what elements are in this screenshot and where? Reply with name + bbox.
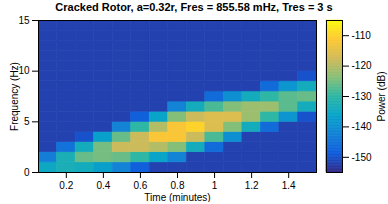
svg-text:1.4: 1.4 — [282, 180, 296, 191]
svg-text:0.8: 0.8 — [171, 180, 185, 191]
svg-text:Time (minutes): Time (minutes) — [144, 192, 210, 203]
svg-text:Frequency (Hz): Frequency (Hz) — [9, 62, 20, 131]
svg-text:0: 0 — [24, 167, 30, 178]
svg-text:1: 1 — [212, 180, 218, 191]
svg-text:Power (dB): Power (dB) — [376, 71, 387, 121]
svg-text:0.6: 0.6 — [133, 180, 147, 191]
svg-text:-120: -120 — [352, 60, 372, 71]
svg-text:15: 15 — [18, 15, 30, 26]
svg-text:-150: -150 — [352, 152, 372, 163]
svg-text:5: 5 — [24, 116, 30, 127]
svg-text:10: 10 — [18, 65, 30, 76]
svg-text:0.4: 0.4 — [96, 180, 110, 191]
svg-text:1.2: 1.2 — [245, 180, 259, 191]
svg-text:-130: -130 — [352, 91, 372, 102]
html-text:Cracked Rotor, a=0.32r, Fres =: Cracked Rotor, a=0.32r, Fres = 855.58 mH… — [55, 1, 333, 13]
svg-text:0.2: 0.2 — [59, 180, 73, 191]
svg-text:-140: -140 — [352, 121, 372, 132]
svg-text:-110: -110 — [352, 30, 372, 41]
